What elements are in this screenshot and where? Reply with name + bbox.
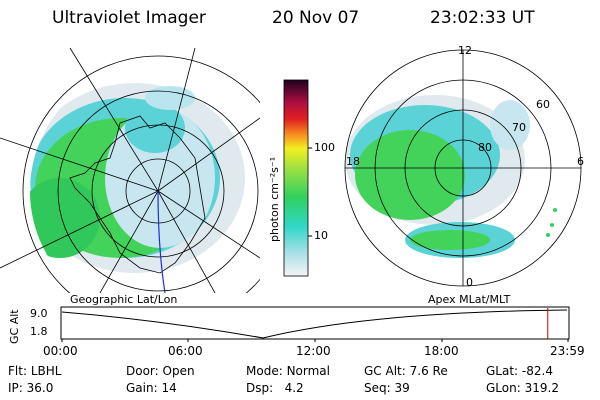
info-ip: IP: 36.0	[8, 381, 54, 395]
info-seq: Seq: 39	[364, 381, 410, 395]
instrument-title: Ultraviolet Imager	[52, 8, 206, 28]
info-mode: Mode: Normal	[246, 364, 330, 378]
info-gain: Gain: 14	[126, 381, 177, 395]
observation-time: 23:02:33 UT	[430, 8, 535, 28]
info-glon: GLon: 319.2	[486, 381, 559, 395]
right-panel-label: Apex MLat/MLT	[428, 293, 511, 306]
mlt-label-18: 18	[346, 155, 360, 168]
colorbar-tick-100: 100	[314, 141, 335, 154]
colorbar	[283, 79, 312, 277]
mlt-label-0: 0	[466, 276, 473, 289]
info-door: Door: Open	[126, 364, 195, 378]
mlt-label-6: 6	[577, 155, 584, 168]
left-panel-label: Geographic Lat/Lon	[70, 293, 178, 306]
mlat-label-70: 70	[512, 121, 526, 134]
timeline-ylabel: GC Alt	[8, 309, 21, 344]
timeline-xtick-2359: 23:59	[550, 344, 585, 358]
geographic-image	[0, 47, 260, 293]
colorbar-tick-10: 10	[314, 229, 328, 242]
mlt-label-12: 12	[458, 44, 472, 57]
altitude-timeline	[60, 306, 570, 342]
timeline-xtick-0600: 06:00	[168, 344, 203, 358]
colorbar-unit-label: photon cm⁻²s⁻¹	[268, 156, 281, 242]
mlat-label-80: 80	[478, 141, 492, 154]
timeline-xtick-1800: 18:00	[424, 344, 459, 358]
magnetic-image	[344, 49, 582, 287]
info-dsp: Dsp: 4.2	[246, 381, 304, 395]
timeline-ymin: 1.8	[30, 325, 48, 338]
timeline-xtick-0000: 00:00	[43, 344, 78, 358]
timeline-xtick-1200: 12:00	[296, 344, 331, 358]
info-glat: GLat: -82.4	[486, 364, 553, 378]
observation-date: 20 Nov 07	[272, 8, 360, 28]
timeline-ymax: 9.0	[30, 307, 48, 320]
info-flt: Flt: LBHL	[8, 364, 62, 378]
mlat-label-60: 60	[536, 98, 550, 111]
info-gcalt: GC Alt: 7.6 Re	[364, 364, 448, 378]
